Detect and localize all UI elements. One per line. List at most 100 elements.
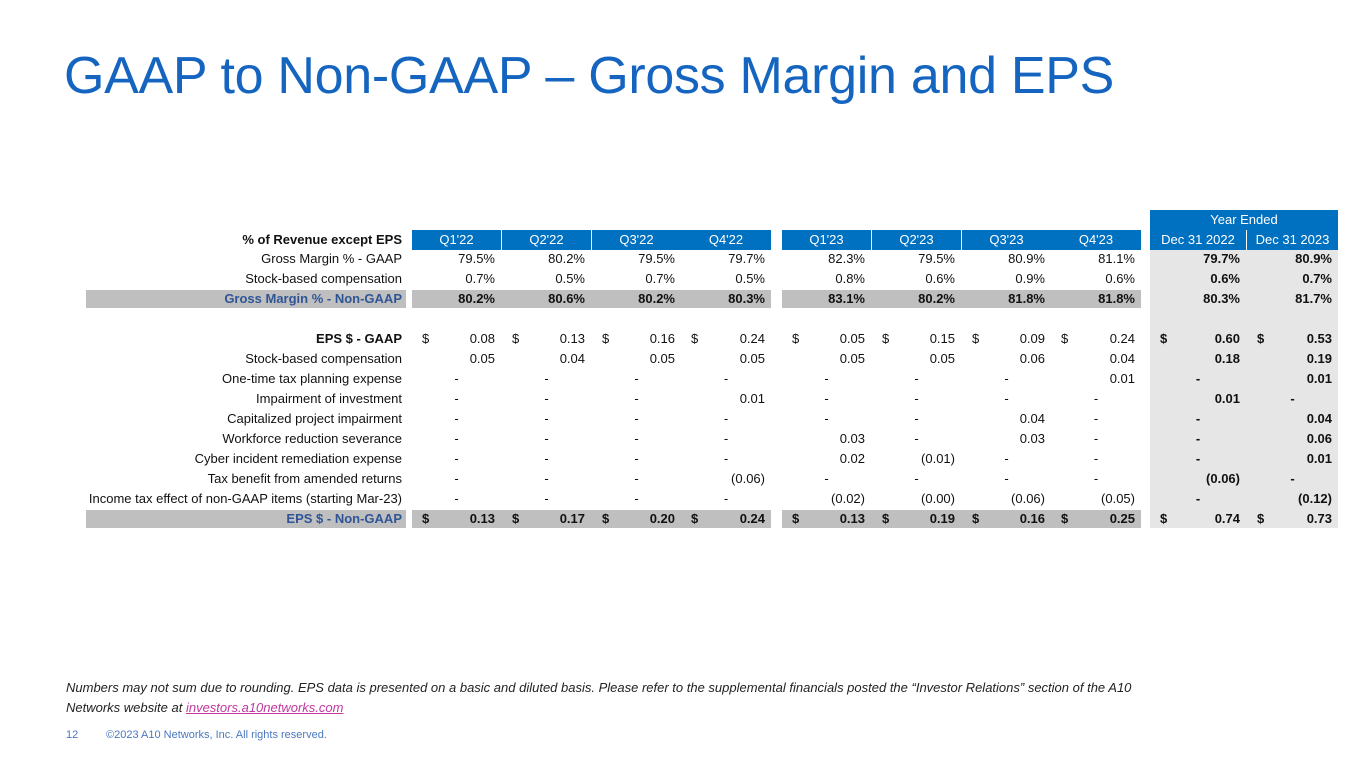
table-cell: - xyxy=(824,391,829,406)
currency-sign: $ xyxy=(1257,511,1265,526)
table-cell: 0.20 xyxy=(649,511,675,526)
table-cell: - xyxy=(1093,431,1099,446)
table-cell: - xyxy=(1093,411,1099,426)
row-label: EPS $ - Non-GAAP xyxy=(286,511,402,526)
slide-title: GAAP to Non-GAAP – Gross Margin and EPS xyxy=(64,47,1114,105)
row-highlight xyxy=(86,510,406,528)
page-number: 12 xyxy=(66,729,79,741)
row-highlight xyxy=(782,290,1141,308)
table-cell: 80.9% xyxy=(1008,251,1045,266)
table-cell: 0.05 xyxy=(739,351,765,366)
table-cell: - xyxy=(544,471,549,486)
table-cell: - xyxy=(1195,491,1201,506)
table-cell: 0.74 xyxy=(1214,511,1240,526)
table-cell: - xyxy=(723,411,729,426)
table-cell: 0.02 xyxy=(839,451,865,466)
currency-sign: $ xyxy=(792,331,800,346)
table-cell: - xyxy=(454,411,459,426)
table-cell: 0.04 xyxy=(1109,351,1135,366)
table-cell: - xyxy=(634,391,639,406)
year-ended-header: Year Ended xyxy=(1150,210,1338,230)
table-cell: - xyxy=(1290,471,1295,486)
table-cell: - xyxy=(634,451,639,466)
table-cell: - xyxy=(1195,411,1201,426)
table-cell: - xyxy=(723,431,729,446)
table-cell: - xyxy=(1195,431,1201,446)
table-cell: - xyxy=(544,371,549,386)
row-label: Stock-based compensation xyxy=(245,271,402,286)
table-cell: 0.24 xyxy=(739,331,765,346)
table-cell: - xyxy=(723,491,729,506)
table-cell: - xyxy=(1004,371,1009,386)
table-cell: 0.06 xyxy=(1306,431,1332,446)
table-cell: - xyxy=(1195,451,1201,466)
table-cell: 0.01 xyxy=(739,391,765,406)
table-cell: 0.01 xyxy=(1109,371,1135,386)
table-cell: - xyxy=(544,451,549,466)
table-cell: 0.05 xyxy=(839,351,865,366)
table-cell: - xyxy=(454,431,459,446)
row-label: EPS $ - GAAP xyxy=(316,331,402,346)
row-label: One-time tax planning expense xyxy=(222,371,402,386)
column-header: Q1'23 xyxy=(782,230,871,250)
table-cell: 80.3% xyxy=(1203,291,1240,306)
table-cell: - xyxy=(454,471,459,486)
table-cell: 0.05 xyxy=(839,331,865,346)
row-label: Tax benefit from amended returns xyxy=(207,471,402,486)
footnote: Numbers may not sum due to rounding. EPS… xyxy=(66,678,1166,718)
table-cell: - xyxy=(454,491,459,506)
table-cell: - xyxy=(544,431,549,446)
footnote-link[interactable]: investors.a10networks.com xyxy=(185,700,344,715)
row-label: Cyber incident remediation expense xyxy=(194,451,402,466)
column-header: Dec 31 2022 xyxy=(1150,230,1246,250)
table-cell: 0.13 xyxy=(839,511,865,526)
table-cell: - xyxy=(634,431,639,446)
currency-sign: $ xyxy=(972,331,980,346)
table-cell: 0.16 xyxy=(1019,511,1045,526)
table-cell: 79.5% xyxy=(458,251,495,266)
table-cell: 82.3% xyxy=(828,251,865,266)
table-cell: 81.1% xyxy=(1098,251,1135,266)
table-cell: 80.6% xyxy=(548,291,585,306)
table-cell: - xyxy=(914,471,919,486)
table-cell: - xyxy=(454,391,459,406)
column-header: % of Revenue except EPS xyxy=(242,232,402,247)
currency-sign: $ xyxy=(422,331,430,346)
table-cell: - xyxy=(723,371,729,386)
row-label: Impairment of investment xyxy=(256,391,402,406)
table-cell: - xyxy=(824,371,829,386)
table-cell: - xyxy=(544,391,549,406)
table-cell: 0.5% xyxy=(735,271,765,286)
currency-sign: $ xyxy=(602,331,610,346)
table-cell: (0.05) xyxy=(1101,491,1135,506)
table-cell: 0.04 xyxy=(1306,411,1332,426)
table-cell: - xyxy=(634,411,639,426)
table-cell: 0.03 xyxy=(1019,431,1045,446)
table-cell: (0.06) xyxy=(1206,471,1240,486)
table-cell: 80.2% xyxy=(918,291,955,306)
row-highlight xyxy=(782,510,1141,528)
table-cell: 0.19 xyxy=(929,511,955,526)
table-cell: 79.7% xyxy=(1203,251,1240,266)
table-cell: 81.8% xyxy=(1008,291,1045,306)
currency-sign: $ xyxy=(882,511,890,526)
table-cell: (0.06) xyxy=(1011,491,1045,506)
column-header: Q3'23 xyxy=(962,230,1051,250)
table-cell: - xyxy=(454,371,459,386)
column-header: Q2'23 xyxy=(872,230,961,250)
row-highlight xyxy=(412,290,771,308)
table-cell: (0.12) xyxy=(1298,491,1332,506)
table-cell: 0.6% xyxy=(925,271,955,286)
table-cell: - xyxy=(914,391,919,406)
table-cell: - xyxy=(1195,371,1201,386)
row-label: Capitalized project impairment xyxy=(227,411,402,426)
column-header: Q4'23 xyxy=(1051,230,1141,250)
table-cell: - xyxy=(454,451,459,466)
currency-sign: $ xyxy=(512,331,520,346)
table-cell: 0.5% xyxy=(555,271,585,286)
table-cell: 80.2% xyxy=(548,251,585,266)
table-cell: - xyxy=(1004,471,1009,486)
table-cell: 0.60 xyxy=(1214,331,1240,346)
table-cell: 0.18 xyxy=(1214,351,1240,366)
year-background xyxy=(1150,250,1338,528)
